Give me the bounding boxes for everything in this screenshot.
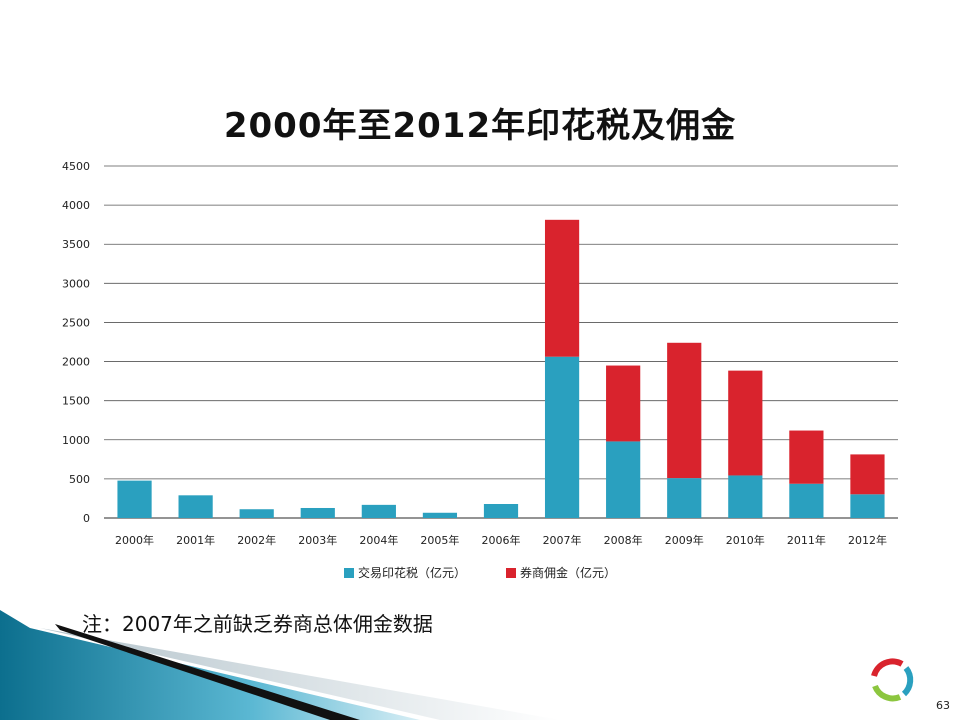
bar-stamp-duty-12 (850, 494, 885, 518)
y-axis-ticks: 0 500 1000 1500 2000 2500 3000 3500 4000 4500 (62, 160, 90, 525)
legend-swatch-stamp-duty (343, 567, 354, 578)
bar-commission-8 (606, 365, 641, 442)
x-tick-label: 2012年 (848, 533, 887, 547)
bar-stamp-duty-8 (606, 441, 641, 518)
decor-black-swoosh (55, 624, 360, 720)
bar-stamp-duty-9 (667, 478, 702, 518)
x-tick-label: 2010年 (726, 533, 765, 547)
bar-commission-12 (850, 454, 885, 495)
gridlines (104, 165, 898, 519)
x-tick-label: 2009年 (665, 533, 704, 547)
legend: 交易印花税（亿元） 券商佣金（亿元） (0, 564, 960, 581)
decor-teal-wedge (0, 610, 420, 720)
x-tick-label: 2000年 (115, 533, 154, 547)
bars (117, 219, 885, 518)
bar-stamp-duty-7 (544, 356, 580, 518)
bar-stamp-duty-1 (178, 495, 213, 518)
y-tick-label: 4000 (62, 199, 90, 212)
bar-stamp-duty-5 (422, 512, 458, 518)
y-tick-label: 2000 (62, 356, 90, 369)
bar-commission-10 (728, 370, 763, 476)
y-tick-label: 1500 (62, 395, 90, 408)
x-tick-label: 2006年 (482, 533, 521, 547)
x-tick-label: 2001年 (176, 533, 215, 547)
bar-stamp-duty-0 (117, 480, 152, 518)
y-tick-label: 500 (69, 473, 90, 486)
y-tick-label: 3000 (62, 277, 90, 290)
bar-stamp-duty-10 (728, 475, 763, 518)
legend-label-commission: 券商佣金（亿元） (520, 566, 617, 580)
bar-stamp-duty-3 (300, 507, 335, 518)
legend-item-commission: 券商佣金（亿元） (506, 564, 616, 581)
legend-item-stamp-duty: 交易印花税（亿元） (343, 564, 466, 581)
decor-grey-wedge (40, 628, 560, 720)
chart-title: 2000年至2012年印花税及佣金 (223, 106, 737, 146)
bar-stamp-duty-11 (789, 483, 824, 518)
x-tick-label: 2008年 (604, 533, 643, 547)
page-number: 63 (936, 699, 950, 712)
y-tick-label: 4500 (62, 160, 90, 173)
x-tick-label: 2002年 (237, 533, 276, 547)
legend-label-stamp-duty: 交易印花税（亿元） (357, 566, 466, 580)
y-tick-label: 2500 (62, 316, 90, 329)
x-tick-label: 2007年 (543, 533, 582, 547)
x-tick-label: 2003年 (298, 533, 337, 547)
footnote: 注：2007年之前缺乏券商总体佣金数据 (82, 612, 433, 636)
x-tick-label: 2005年 (420, 533, 459, 547)
x-tick-label: 2011年 (787, 533, 826, 547)
x-axis-ticks: 2000年 2001年 2002年 2003年 2004年 2005年 2006年 2007年… (115, 533, 887, 547)
y-tick-label: 0 (83, 512, 90, 525)
y-tick-label: 1000 (62, 434, 90, 447)
bar-stamp-duty-4 (361, 504, 396, 518)
bar-chart: 0 500 1000 1500 2000 2500 3000 3500 4000 4500 200… (62, 160, 898, 547)
x-tick-label: 2004年 (359, 533, 398, 547)
bar-stamp-duty-2 (239, 509, 274, 518)
bar-commission-7 (544, 219, 580, 357)
logo-icon (871, 658, 914, 702)
bar-commission-9 (667, 342, 702, 479)
bar-commission-11 (789, 430, 824, 484)
bar-stamp-duty-6 (483, 503, 519, 518)
legend-swatch-commission (506, 567, 516, 578)
y-tick-label: 3500 (62, 238, 90, 251)
